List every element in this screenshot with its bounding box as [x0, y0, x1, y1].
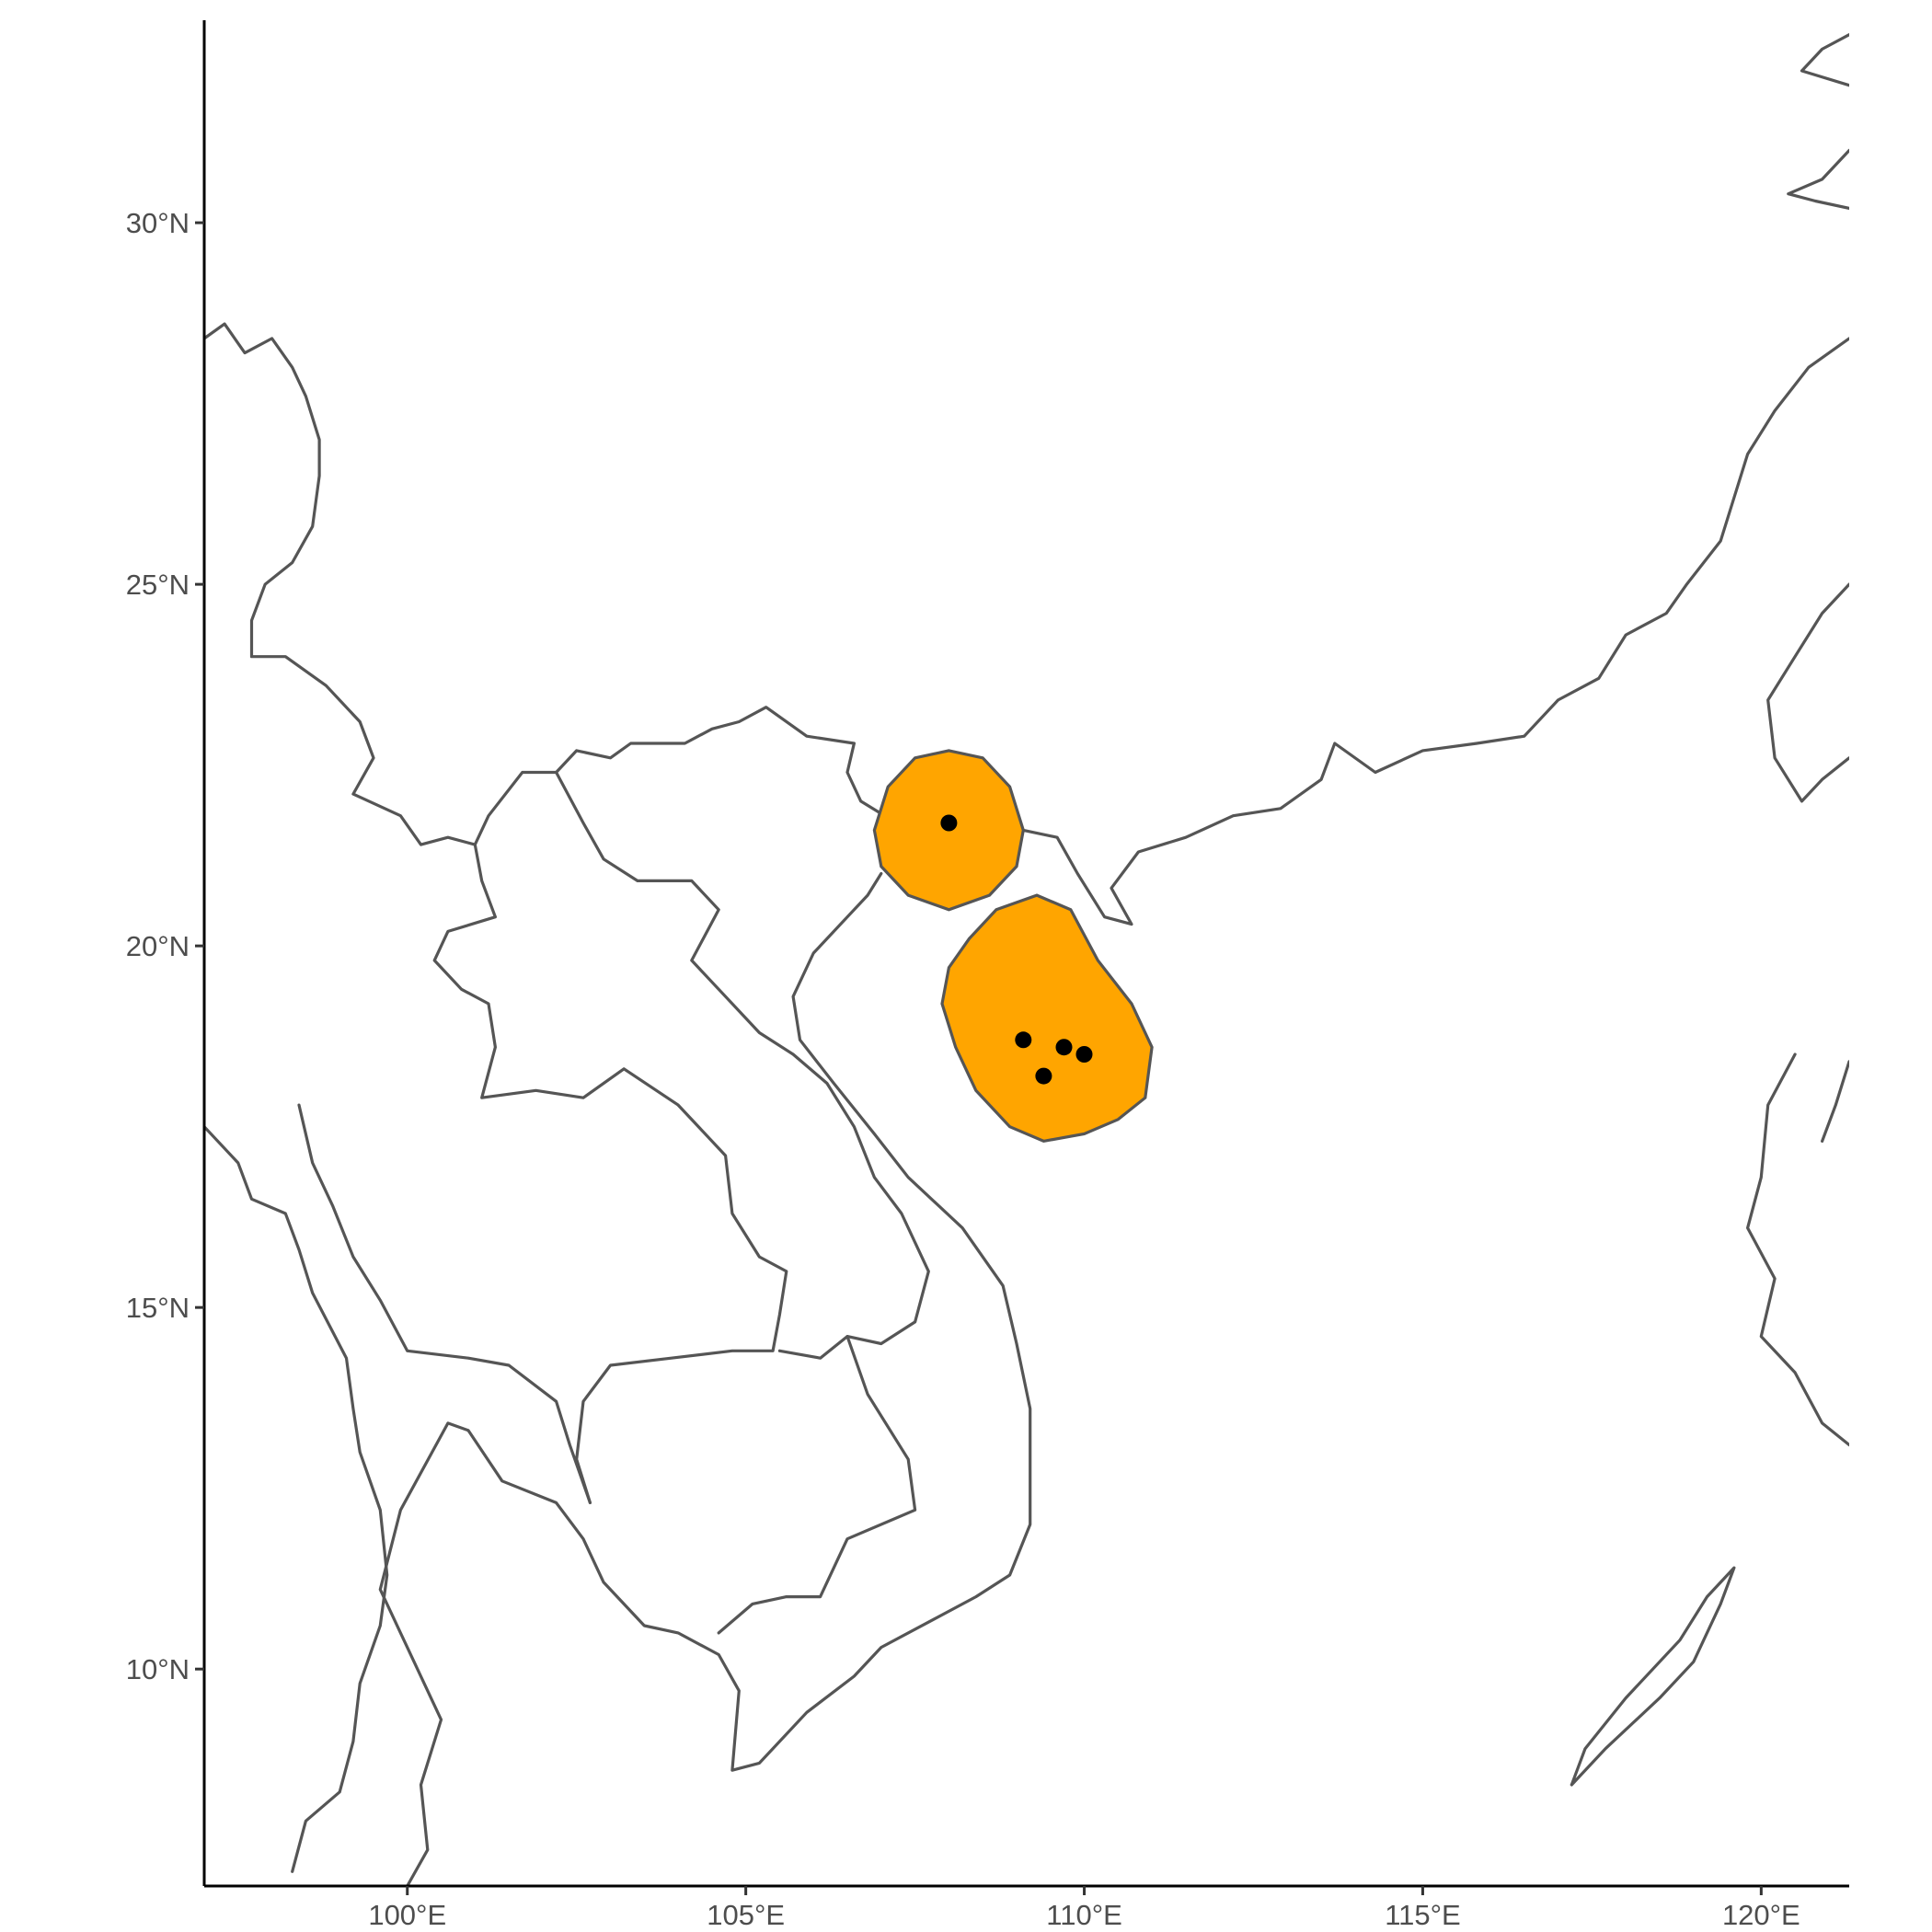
axis-ticks: 100°E 105°E 110°E 115°E 120°E 30°N 25°N 20°N 15°…: [126, 207, 1800, 1931]
coastline-segment-13: [1570, 1566, 1736, 1787]
coastline-segment-3: [1787, 148, 1849, 210]
coastline-segment-12: [1820, 1060, 1849, 1144]
y-tick-label: 25°N: [126, 569, 190, 601]
coastline-segment-5: [204, 1125, 389, 1873]
coastline-segment-2: [1800, 33, 1849, 87]
x-tick-label: 110°E: [1046, 1899, 1122, 1931]
y-tick-label: 15°N: [126, 1292, 190, 1324]
coastline-segment-6: [378, 871, 1032, 1886]
x-tick-label: 120°E: [1722, 1899, 1800, 1931]
x-tick-label: 115°E: [1385, 1899, 1461, 1931]
x-tick-label: 105°E: [707, 1899, 785, 1931]
occurrence-point-4: [1075, 1046, 1093, 1063]
y-tick-label: 10°N: [126, 1653, 190, 1685]
coastline-layer: [204, 33, 1849, 1886]
occurrence-point-5: [1035, 1067, 1052, 1085]
coastline-segment-11: [1745, 1052, 1849, 1447]
coastline-segment-10: [297, 1103, 592, 1505]
coastline-segment-4: [1766, 582, 1849, 803]
y-tick-label: 30°N: [126, 207, 190, 239]
occurrence-point-1: [940, 814, 958, 832]
coastline-segment-7: [432, 843, 788, 1505]
coastline-segment-9: [717, 1334, 917, 1635]
occurrence-point-3: [1055, 1039, 1073, 1056]
coastline-segment-8: [554, 770, 930, 1360]
y-tick-label: 20°N: [126, 930, 190, 962]
southern-range-polygon: [940, 893, 1154, 1144]
occurrence-point-2: [1015, 1031, 1032, 1049]
x-tick-label: 100°E: [368, 1899, 446, 1931]
coastline-segment-1: [204, 322, 1849, 926]
axes: [202, 20, 1849, 1888]
occurrence-point-layer: [940, 814, 1093, 1085]
